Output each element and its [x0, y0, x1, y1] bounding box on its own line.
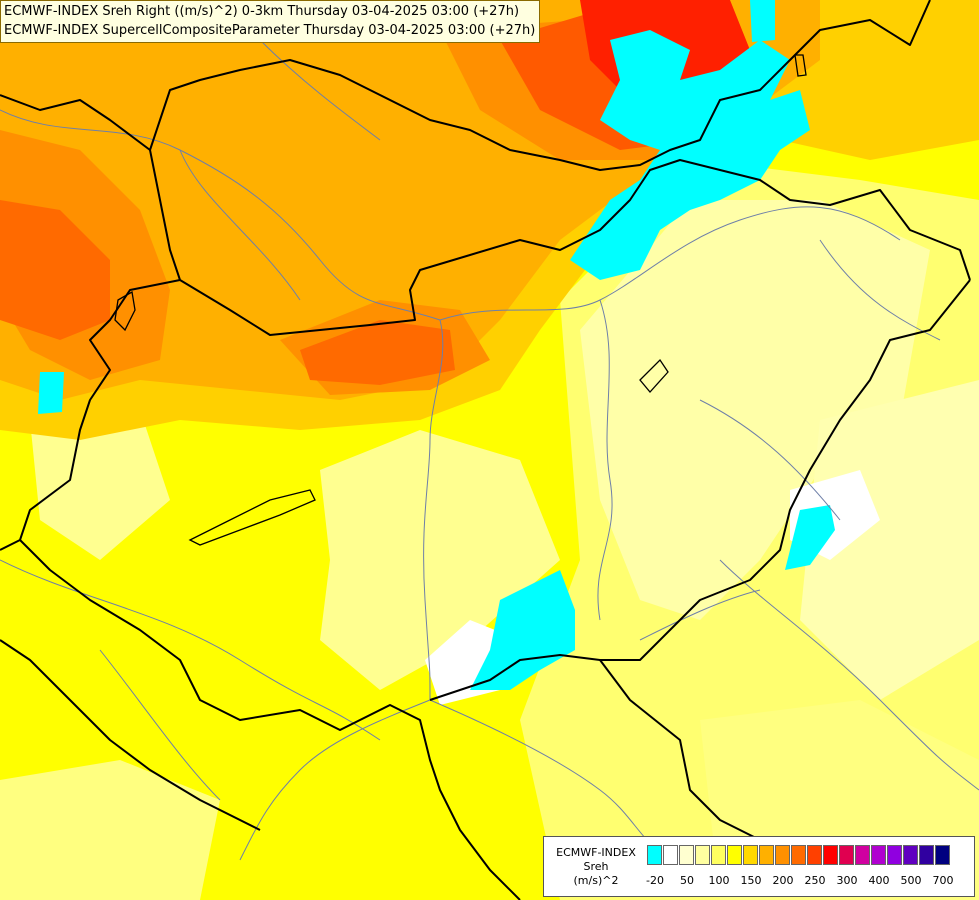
- legend-swatch: [855, 845, 870, 865]
- field-paler-se: [800, 380, 979, 700]
- title-line-scp: ECMWF-INDEX SupercellCompositeParameter …: [4, 23, 536, 38]
- legend-swatch: [839, 845, 854, 865]
- field-cyan-center: [470, 570, 575, 690]
- field-red-orange-west: [0, 200, 110, 340]
- field-paler-east: [580, 200, 930, 620]
- color-legend: ECMWF-INDEX Sreh (m/s)^2 -20 50 100 150 200 2…: [543, 836, 975, 897]
- legend-swatch: [919, 845, 934, 865]
- field-pale-west: [30, 410, 170, 560]
- legend-swatches: [647, 845, 951, 865]
- legend-swatch: [727, 845, 742, 865]
- title-line-sreh: ECMWF-INDEX Sreh Right ((m/s)^2) 0-3km T…: [4, 4, 520, 19]
- legend-swatch: [711, 845, 726, 865]
- legend-swatch: [871, 845, 886, 865]
- lakes: [114, 54, 807, 546]
- field-cyan-west: [38, 372, 64, 414]
- legend-tick-label: 50: [680, 874, 694, 887]
- legend-swatch: [823, 845, 838, 865]
- legend-tick-label: 400: [868, 874, 890, 887]
- legend-tick-label: -20: [646, 874, 664, 887]
- legend-swatch: [887, 845, 902, 865]
- field-cyan-east: [785, 505, 835, 570]
- legend-swatch: [935, 845, 950, 865]
- legend-tick-label: 200: [772, 874, 794, 887]
- legend-ticks: -20 50 100 150 200 250 300 400 500 700: [646, 874, 977, 890]
- legend-swatch: [743, 845, 758, 865]
- legend-swatch: [903, 845, 918, 865]
- legend-swatch: [647, 845, 662, 865]
- legend-title-line2: Sreh: [583, 860, 609, 873]
- legend-swatch: [679, 845, 694, 865]
- legend-tick-label: 100: [708, 874, 730, 887]
- legend-swatch: [663, 845, 678, 865]
- legend-tick-label: 300: [836, 874, 858, 887]
- map-title-box: ECMWF-INDEX Sreh Right ((m/s)^2) 0-3km T…: [0, 0, 541, 43]
- legend-swatch: [791, 845, 806, 865]
- legend-title: ECMWF-INDEX Sreh (m/s)^2: [550, 846, 642, 888]
- legend-tick-label: 700: [932, 874, 954, 887]
- legend-swatch: [807, 845, 822, 865]
- field-pale-center: [320, 430, 560, 690]
- legend-title-line3: (m/s)^2: [573, 874, 619, 887]
- legend-swatch: [695, 845, 710, 865]
- legend-title-line1: ECMWF-INDEX: [556, 846, 636, 859]
- legend-tick-label: 250: [804, 874, 826, 887]
- field-pale-sw: [0, 760, 220, 900]
- legend-swatch: [775, 845, 790, 865]
- legend-tick-label: 150: [740, 874, 762, 887]
- field-cyan-north-2: [750, 0, 775, 42]
- legend-swatch: [759, 845, 774, 865]
- field-red-orange-center: [300, 320, 455, 385]
- legend-tick-label: 500: [900, 874, 922, 887]
